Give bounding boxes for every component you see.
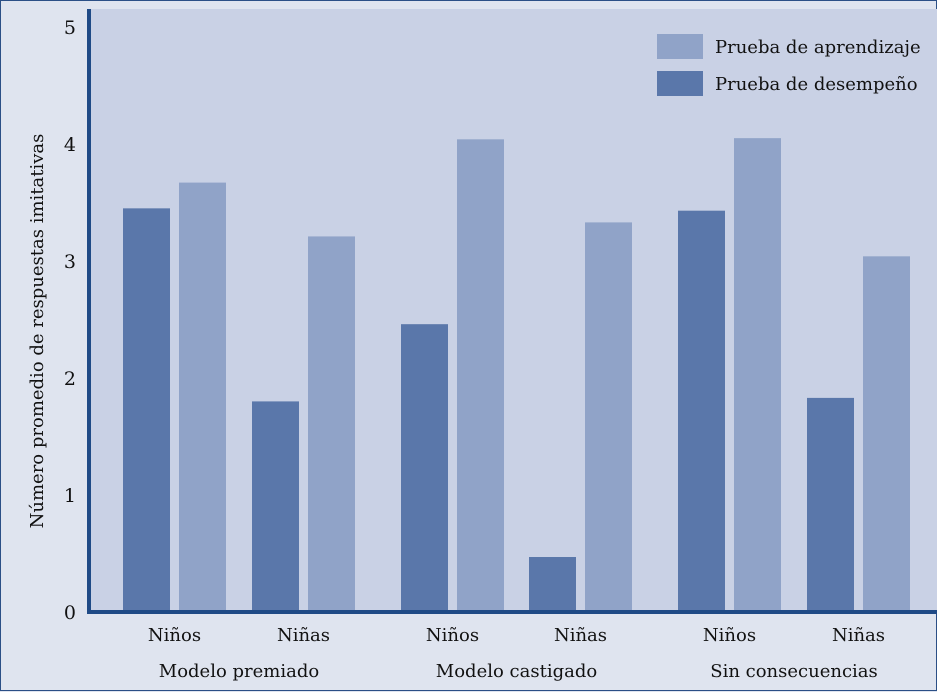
bar-aprendizaje (457, 139, 504, 612)
legend-label-desempeno: Prueba de desempeño (715, 74, 918, 95)
legend: Prueba de aprendizaje Prueba de desempeñ… (657, 34, 921, 96)
x-category-label: Niños (426, 625, 479, 646)
legend-label-aprendizaje: Prueba de aprendizaje (715, 37, 921, 58)
legend-swatch-aprendizaje (657, 34, 703, 59)
bar-desempeno (807, 397, 854, 612)
x-group-label: Modelo premiado (159, 661, 319, 682)
x-category-label: Niñas (832, 625, 885, 646)
bar-aprendizaje (308, 236, 355, 612)
y-tick-label: 0 (64, 602, 76, 624)
bars-layer (123, 138, 910, 613)
y-axis-label: Número promedio de respuestas imitativas (27, 134, 48, 529)
x-category-label: Niños (148, 625, 201, 646)
x-category-label: Niñas (277, 625, 330, 646)
legend-swatch-desempeno (657, 71, 703, 96)
bar-aprendizaje (179, 182, 226, 613)
bar-aprendizaje (585, 222, 632, 612)
plot-area (89, 9, 937, 612)
y-tick-label: 5 (64, 17, 76, 39)
x-group-label: Modelo castigado (436, 661, 597, 682)
x-category-label: Niños (703, 625, 756, 646)
bar-aprendizaje (863, 256, 910, 612)
bar-desempeno (252, 401, 299, 612)
x-category-label: Niñas (554, 625, 607, 646)
bar-desempeno (678, 210, 725, 612)
x-category-labels: Niños Niñas Niños Niñas Niños Niñas (148, 625, 885, 646)
y-tick-labels: 0 1 2 3 4 5 (64, 17, 76, 624)
y-tick-label: 1 (64, 485, 76, 507)
y-tick-label: 3 (64, 251, 76, 273)
bar-desempeno (529, 557, 576, 612)
x-group-labels: Modelo premiado Modelo castigado Sin conse… (159, 661, 878, 682)
bar-desempeno (401, 324, 448, 612)
x-group-label: Sin consecuencias (710, 661, 878, 682)
y-tick-label: 4 (64, 134, 76, 156)
bar-desempeno (123, 208, 170, 612)
bar-aprendizaje (734, 138, 781, 612)
y-tick-label: 2 (64, 368, 76, 390)
